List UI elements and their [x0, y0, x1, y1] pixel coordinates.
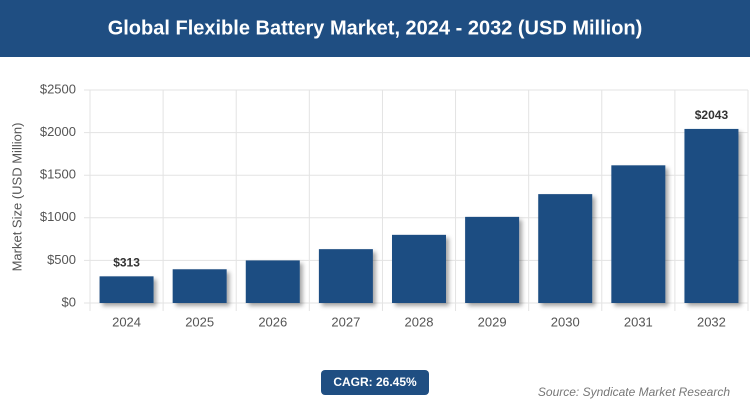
y-tick-label: $1000 [40, 209, 76, 224]
x-tick-label: 2027 [331, 314, 360, 329]
x-tick-label: 2026 [258, 314, 287, 329]
y-tick-label: $0 [62, 294, 76, 309]
bar [318, 249, 373, 303]
data-label: $313 [113, 256, 140, 270]
cagr-badge [321, 370, 429, 395]
x-tick-label: 2032 [697, 314, 726, 329]
bar [538, 194, 593, 303]
source-text: Source: Syndicate Market Research [538, 385, 730, 399]
y-axis-label: Market Size (USD Million) [9, 123, 24, 272]
x-tick-label: 2030 [551, 314, 580, 329]
x-tick-label: 2024 [112, 314, 141, 329]
bar [99, 276, 154, 303]
bar [392, 234, 446, 303]
x-tick-label: 2028 [405, 314, 434, 329]
data-label: $2043 [695, 108, 729, 122]
bar [245, 260, 300, 303]
bar [465, 216, 520, 303]
title-banner [0, 0, 750, 57]
x-tick-label: 2031 [624, 314, 653, 329]
bar [611, 165, 666, 303]
chart-title: Global Flexible Battery Market, 2024 - 2… [108, 17, 643, 39]
y-tick-label: $2000 [40, 124, 76, 139]
bar [172, 269, 227, 303]
y-tick-label: $2500 [40, 81, 76, 96]
x-tick-label: 2029 [478, 314, 507, 329]
x-tick-label: 2025 [185, 314, 214, 329]
bar [684, 128, 739, 303]
y-tick-label: $1500 [40, 167, 76, 182]
cagr-text: CAGR: 26.45% [333, 375, 417, 389]
y-tick-label: $500 [47, 252, 76, 267]
